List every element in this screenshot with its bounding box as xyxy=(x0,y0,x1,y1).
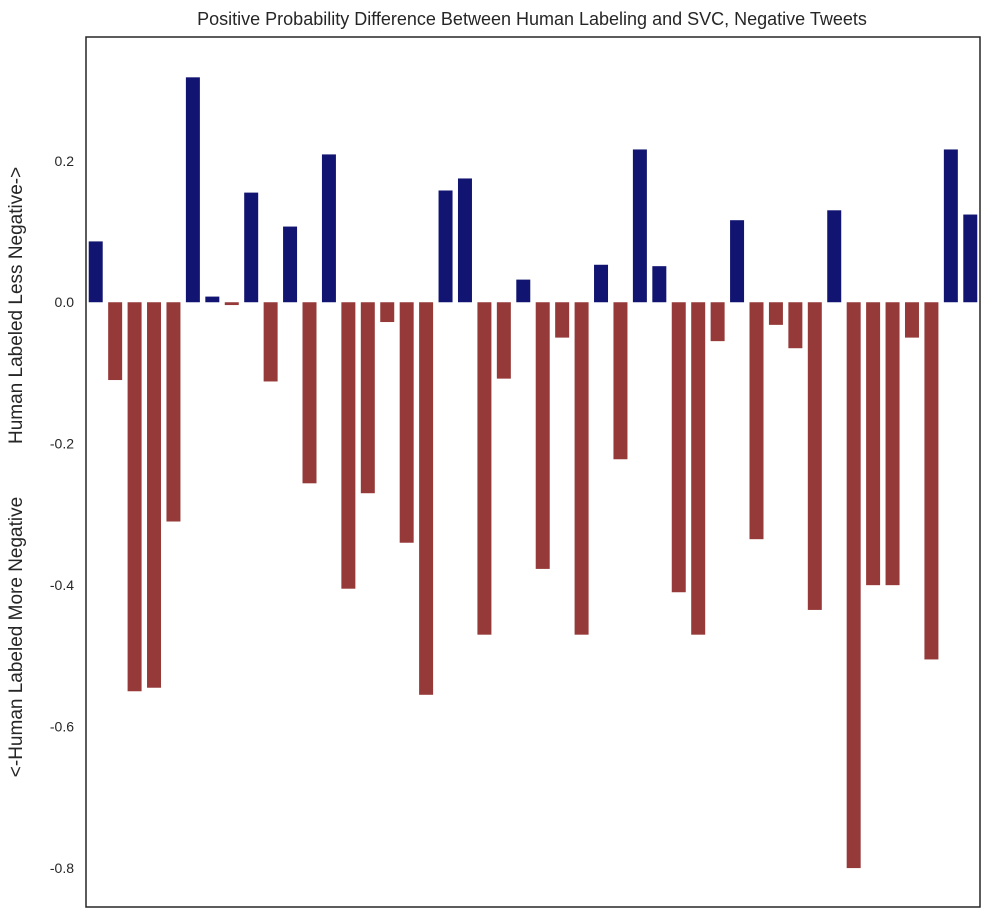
bar-18 xyxy=(438,190,453,303)
bar-17 xyxy=(419,302,434,695)
bar-40 xyxy=(866,302,881,586)
bar-16 xyxy=(399,302,414,543)
bar-13 xyxy=(341,302,356,589)
chart-title: Positive Probability Difference Between … xyxy=(197,9,867,29)
bar-10 xyxy=(283,226,298,303)
bar-24 xyxy=(555,302,570,338)
y-axis: -0.8 -0.6 -0.4 -0.2 0.0 0.2 xyxy=(50,153,74,876)
bar-3 xyxy=(147,302,162,688)
y-tick-label: 0.2 xyxy=(55,153,75,169)
bar-11 xyxy=(302,302,317,484)
bar-2 xyxy=(127,302,142,692)
bar-32 xyxy=(710,302,725,342)
y-tick-label: 0.0 xyxy=(55,294,75,310)
bar-35 xyxy=(768,302,783,325)
bar-20 xyxy=(477,302,492,635)
bar-22 xyxy=(516,279,531,303)
bar-25 xyxy=(574,302,589,635)
bar-28 xyxy=(632,149,647,303)
bar-27 xyxy=(613,302,628,460)
y-tick-label: -0.6 xyxy=(50,719,74,735)
bar-4 xyxy=(166,302,181,522)
bar-12 xyxy=(321,154,336,303)
bar-42 xyxy=(904,302,919,338)
bar-23 xyxy=(535,302,550,569)
bar-31 xyxy=(691,302,706,635)
bar-36 xyxy=(788,302,803,349)
bar-38 xyxy=(827,210,842,303)
bar-30 xyxy=(671,302,686,593)
bar-33 xyxy=(730,220,745,303)
y-tick-label: -0.2 xyxy=(50,436,74,452)
plot-frame xyxy=(85,36,981,908)
bar-5 xyxy=(185,77,200,303)
bar-19 xyxy=(457,178,472,303)
bars-group xyxy=(88,77,978,869)
bar-41 xyxy=(885,302,900,586)
bar-44 xyxy=(943,149,958,303)
bar-1 xyxy=(108,302,123,381)
bar-34 xyxy=(749,302,764,540)
bar-21 xyxy=(496,302,511,379)
y-tick-label: -0.8 xyxy=(50,860,74,876)
bar-14 xyxy=(360,302,375,494)
bar-45 xyxy=(963,214,978,303)
bar-37 xyxy=(807,302,822,610)
bar-26 xyxy=(594,264,609,303)
bar-15 xyxy=(380,302,395,323)
bar-8 xyxy=(244,192,259,303)
bar-39 xyxy=(846,302,861,869)
bar-9 xyxy=(263,302,278,382)
bar-7 xyxy=(224,302,239,306)
bar-29 xyxy=(652,266,667,303)
bar-0 xyxy=(88,241,103,303)
bar-43 xyxy=(924,302,939,660)
bar-6 xyxy=(205,296,220,303)
y-axis-label: <-Human Labeled More Negative Human Labe… xyxy=(6,167,27,777)
y-tick-label: -0.4 xyxy=(50,577,74,593)
